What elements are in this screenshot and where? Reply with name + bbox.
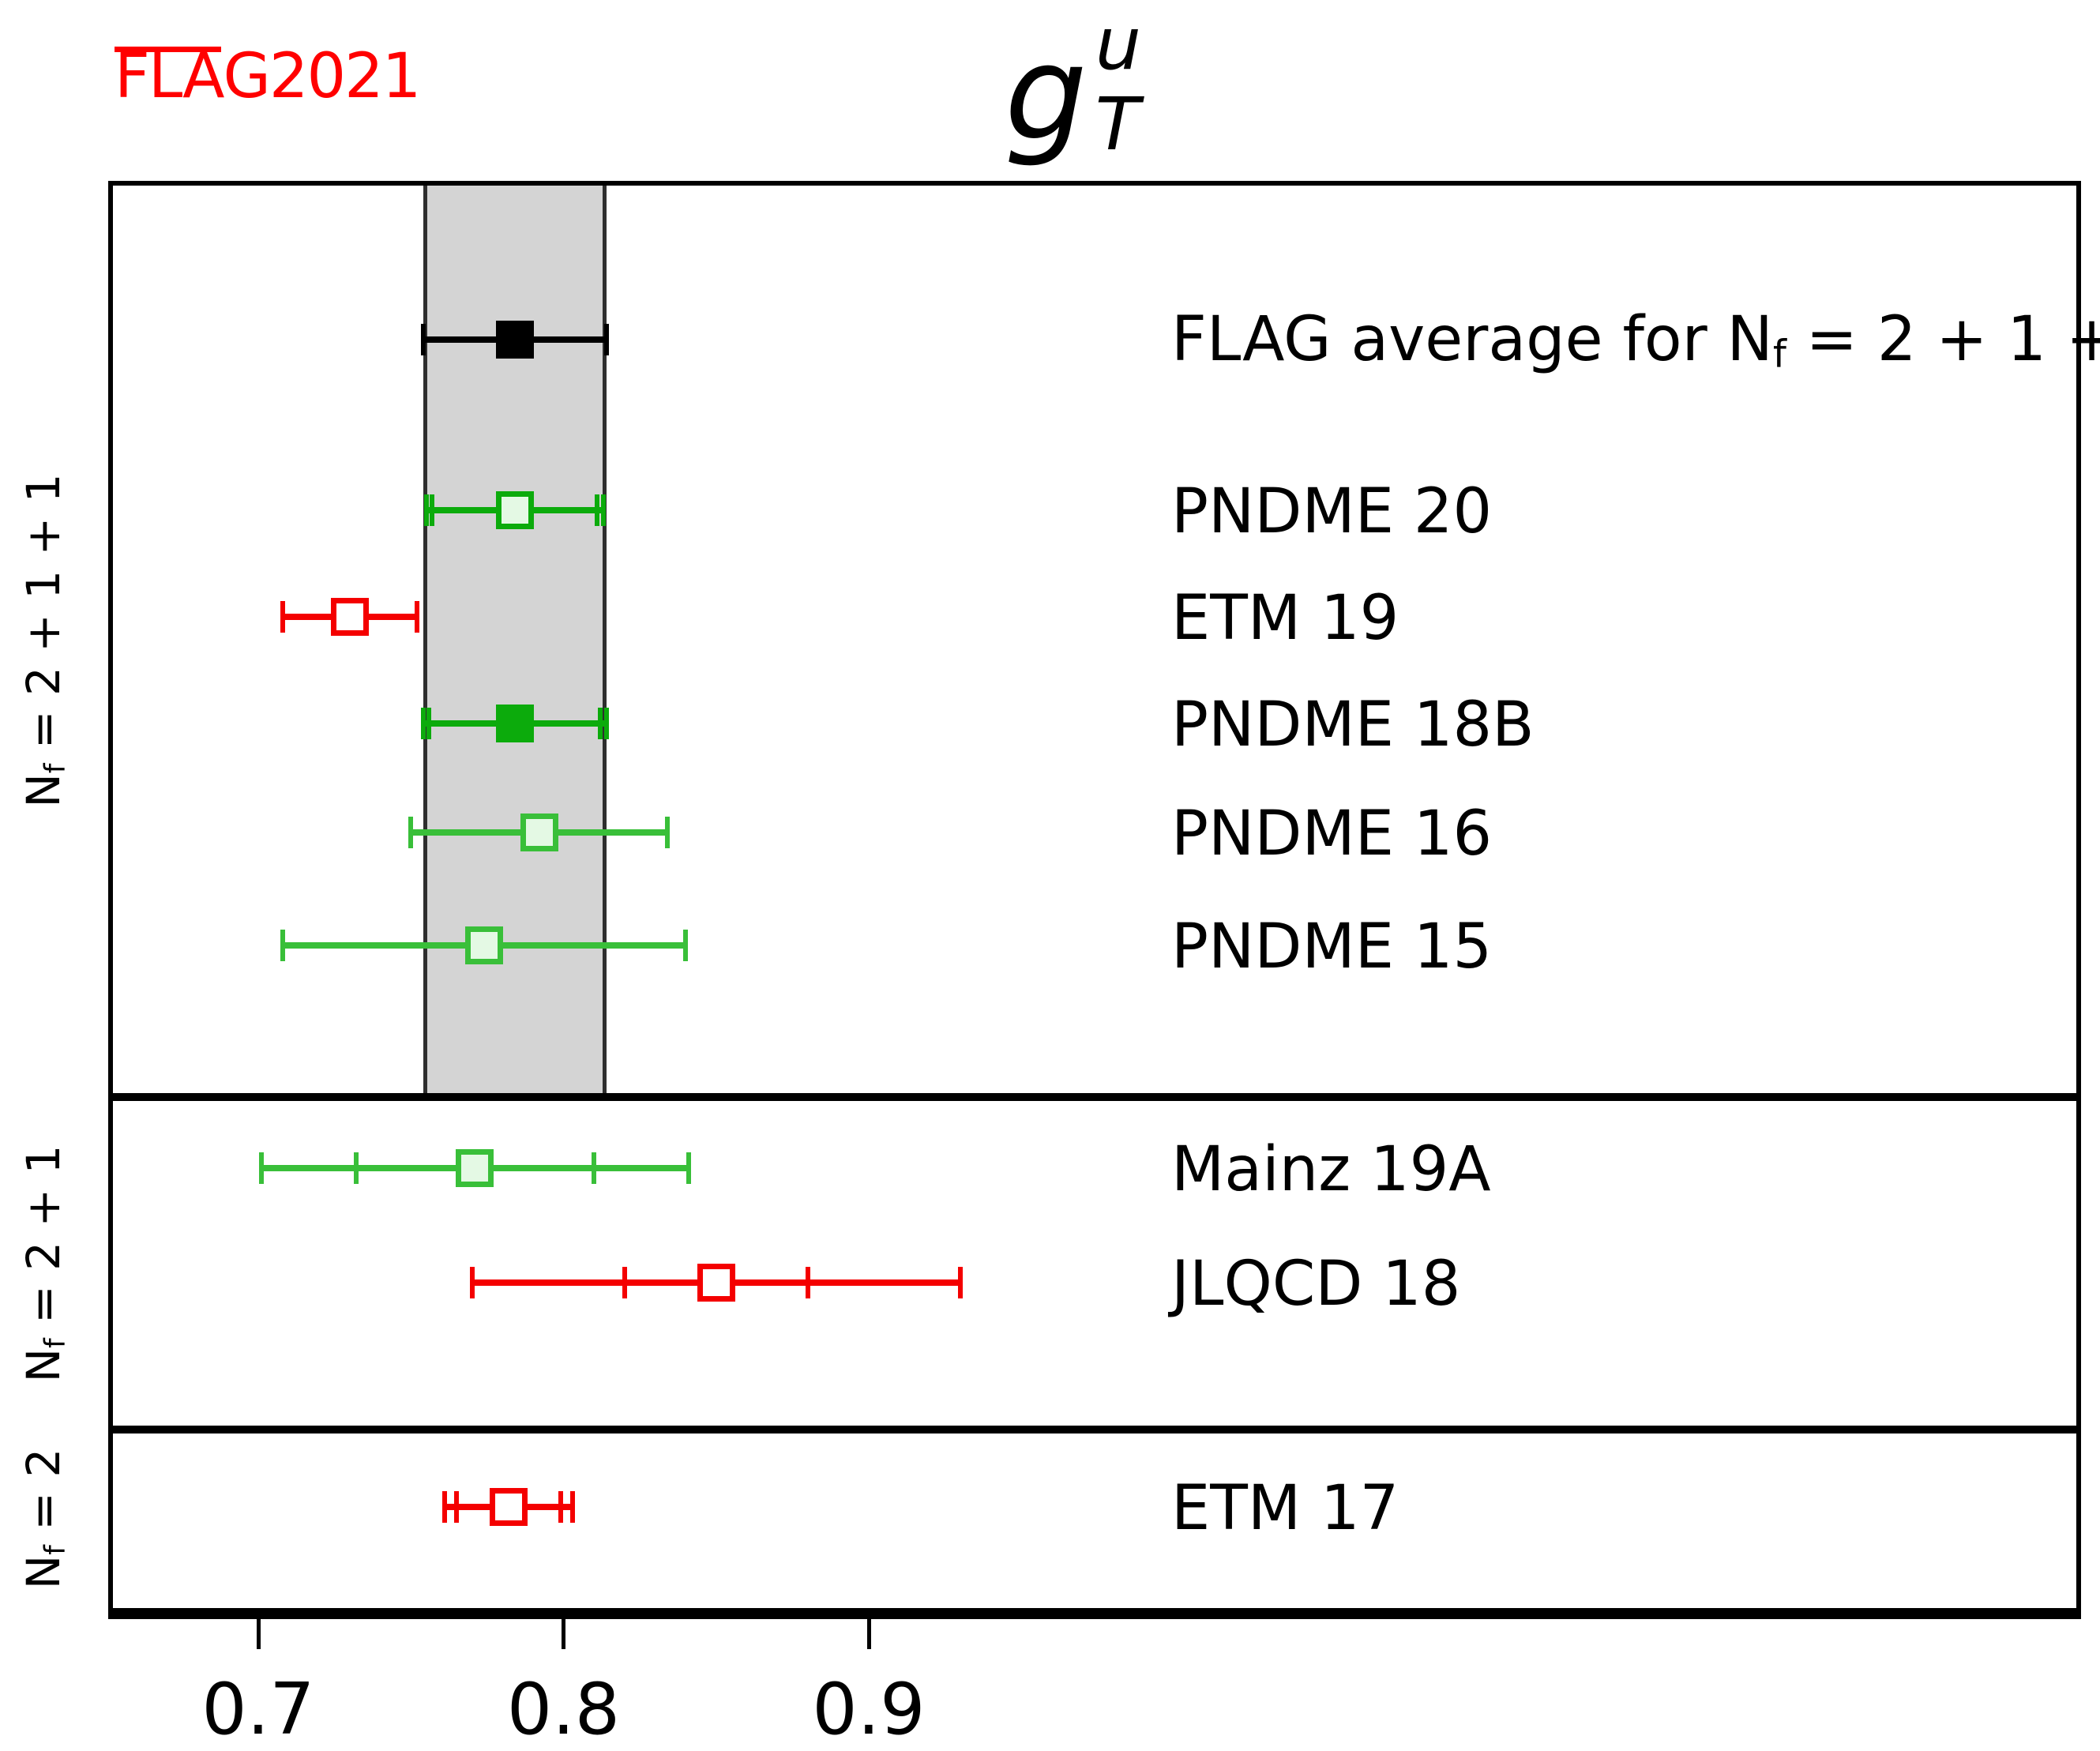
error-bar-cap [408,817,414,849]
error-bar-cap [597,707,603,739]
data-point-label: FLAG average for Nf = 2 + 1 + 1 [1171,308,2100,373]
label-text: N [16,773,70,808]
error-bar-cap [353,1152,359,1185]
error-bar-cap [664,817,670,849]
label-text: = 2 + 1 [16,1144,70,1339]
data-point-label: PNDME 20 [1171,481,1492,543]
flag-logo-rest-text: G2021 [223,41,421,112]
x-axis-tick-label: 0.9 [812,1668,926,1751]
data-point-label: ETM 19 [1171,588,1399,649]
title-scripts: u T [1095,8,1141,161]
label-text: PNDME 15 [1171,911,1493,983]
nf-section-label: Nf = 2 [17,1448,72,1588]
label-subscript: f [39,1544,72,1555]
label-text: PNDME 20 [1171,475,1493,547]
error-bar-cap [558,1491,563,1524]
marker-square [495,320,534,359]
error-bar-cap [420,323,426,355]
label-subscript: f [39,763,72,774]
x-axis-tick [562,1619,566,1649]
error-bar-cap [469,1266,475,1298]
figure-title: g u T [1005,8,1141,161]
label-text: ETM 17 [1171,1473,1399,1545]
marker-square [495,490,534,529]
label-text: N [16,1348,70,1383]
data-point-label: PNDME 15 [1171,916,1492,978]
label-text: = 2 + 1 + 1 [1805,303,2100,375]
label-text: N [16,1554,70,1589]
section-divider [113,1093,2076,1102]
data-point-label: PNDME 16 [1171,803,1492,865]
plot-area: FLAG average for Nf = 2 + 1 + 1 PNDME 20 E… [17,181,2100,1619]
label-text: ETM 19 [1171,582,1399,654]
x-axis-tick-label: 0.8 [506,1668,621,1751]
error-bar-cap [280,929,285,961]
error-bar-cap [686,1152,691,1185]
label-subscript: f [39,1338,72,1349]
error-bar-cap [426,707,432,739]
flag-logo-overlined-text: FLA [115,41,224,112]
label-subscript: f [1772,332,1786,377]
x-axis-tick [256,1619,261,1649]
label-text: PNDME 18B [1171,689,1535,761]
error-bar-cap [430,494,435,526]
error-bar-cap [603,707,609,739]
marker-square [520,814,558,852]
nf-section-label: Nf = 2 + 1 [17,1145,72,1383]
section-divider [113,1425,2076,1433]
error-bar-cap [957,1266,963,1298]
error-bar-cap [414,600,419,633]
label-text: = 2 + 1 + 1 [16,473,70,764]
error-bar-cap [454,1491,460,1524]
label-text: Mainz 19A [1171,1134,1491,1206]
title-symbol-g: g [1005,17,1088,169]
marker-square [330,597,369,636]
error-bar-cap [592,1152,597,1185]
data-point-label: ETM 17 [1171,1478,1399,1539]
error-bar-cap [805,1266,810,1298]
marker-square [464,926,503,964]
data-point-label: Mainz 19A [1171,1139,1491,1201]
nf-section-label: Nf = 2 + 1 + 1 [17,474,72,808]
error-bar-cap [603,323,609,355]
error-bar-cap [441,1491,447,1524]
marker-square [456,1149,494,1188]
label-text: PNDME 16 [1171,798,1493,870]
marker-square [495,704,534,742]
error-bar-cap [258,1152,264,1185]
flag-2021-logo: FLAG2021 [115,41,421,112]
title-superscript-u: u [1095,2,1142,86]
data-point-label: JLQCD 18 [1171,1253,1460,1315]
title-subscript-T: T [1095,82,1140,167]
error-bar-cap [420,707,426,739]
x-axis-tick-label: 0.7 [201,1668,315,1751]
error-bar-cap [594,494,599,526]
label-text: = 2 [16,1448,70,1545]
error-bar-cap [423,494,429,526]
label-text: FLAG average for [1171,303,1727,375]
marker-square [697,1263,735,1302]
error-bar-cap [622,1266,627,1298]
label-text: N [1726,303,1773,375]
error-bar-cap [600,494,606,526]
label-text: JLQCD 18 [1171,1248,1461,1320]
error-bar-cap [280,600,285,633]
error-bar-cap [570,1491,576,1524]
x-axis-tick [866,1619,871,1649]
marker-square [489,1488,528,1527]
error-bar-cap [683,929,689,961]
x-axis: 0.7 0.8 0.9 [113,1619,2076,1751]
data-point-label: PNDME 18B [1171,694,1535,756]
